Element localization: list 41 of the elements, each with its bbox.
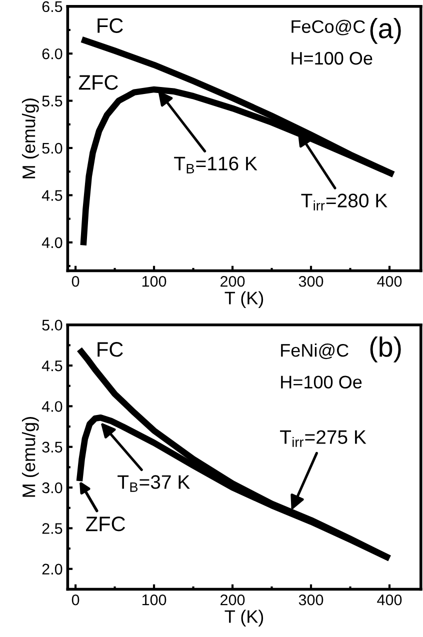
y-tick-label: 2.0 (42, 564, 62, 575)
series-label: FC (98, 18, 123, 34)
x-tick-label: 400 (377, 594, 402, 606)
y-tick-label: 5.0 (42, 142, 62, 154)
annotation: T$_{irr}$=275 K (280, 430, 366, 447)
x-tick-label: 400 (377, 276, 402, 287)
y-tick-label: 3.5 (42, 442, 62, 453)
x-tick-label: 300 (298, 276, 324, 287)
y-tick-label: 6.0 (42, 48, 62, 60)
y-tick-label: 5.5 (42, 96, 62, 106)
x-tick-label: 100 (142, 276, 166, 287)
legend-label: ZFC (86, 516, 126, 532)
y-tick-label: 6.5 (42, 1, 62, 12)
annotation: T$_{B}$=37 K (118, 475, 190, 492)
y-tick-label: 4.0 (42, 237, 62, 248)
y-axis-title: M (emu/g) (22, 417, 39, 497)
annotation: (b) (370, 336, 401, 362)
y-axis-title: M (emu/g) (22, 98, 39, 178)
series-label: FC (98, 342, 123, 357)
y-tick-label: 4.5 (42, 360, 62, 372)
y-tick-label: 2.5 (42, 523, 62, 534)
annotation: T$_{B}$=116 K (174, 156, 258, 174)
x-tick-label: 100 (142, 594, 166, 606)
x-tick-label: 0 (72, 594, 80, 606)
x-axis-title: T (K) (224, 610, 264, 627)
y-tick-label: 4.0 (42, 401, 62, 412)
x-axis-title: T (K) (224, 291, 264, 308)
y-tick-label: 5.0 (42, 320, 62, 331)
annotation: FeNi@C (281, 344, 348, 360)
annotation: T$_{irr}$=280 K (301, 194, 388, 210)
annotation: H=100 Oe (281, 376, 362, 388)
x-tick-label: 0 (72, 276, 80, 287)
annotation: H=100 Oe (292, 52, 372, 65)
y-tick-label: 4.5 (42, 190, 62, 201)
x-tick-label: 200 (220, 594, 245, 606)
x-tick-label: 300 (298, 594, 324, 606)
x-tick-label: 200 (220, 276, 245, 287)
y-tick-label: 3.0 (42, 482, 62, 494)
series-label: ZFC (78, 75, 118, 90)
annotation: FeCo@C (292, 20, 366, 36)
annotation: (a) (370, 18, 401, 44)
